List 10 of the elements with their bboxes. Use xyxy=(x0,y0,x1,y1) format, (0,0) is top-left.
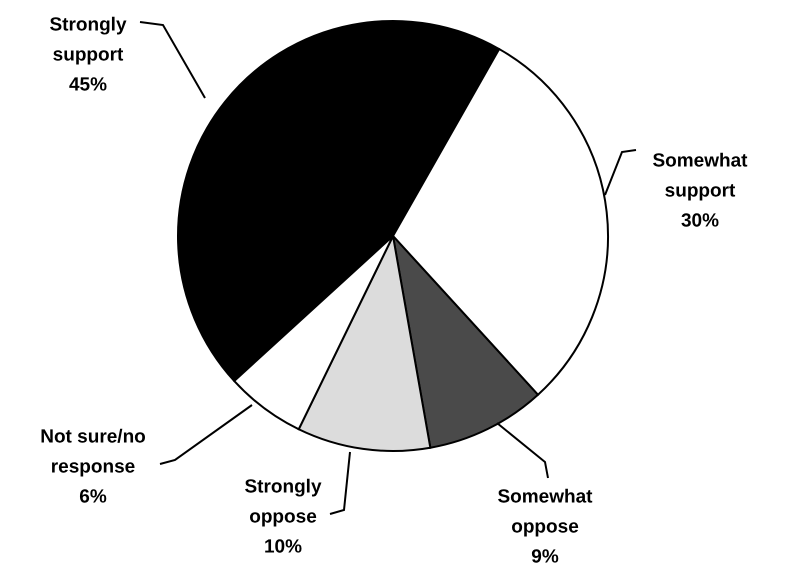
data-label: 45% xyxy=(68,74,108,96)
data-label: 10% xyxy=(264,536,302,558)
slice-label: Somewhat oppose xyxy=(497,486,594,538)
slice-label: Strongly support xyxy=(49,14,127,66)
data-label: 30% xyxy=(680,210,720,232)
slice-label: Not sure/no response xyxy=(40,426,146,478)
slice-label: Somewhat support xyxy=(652,150,748,202)
slice-label: Strongly oppose xyxy=(244,476,322,528)
data-label: 6% xyxy=(79,486,107,508)
data-label: 9% xyxy=(531,546,559,568)
